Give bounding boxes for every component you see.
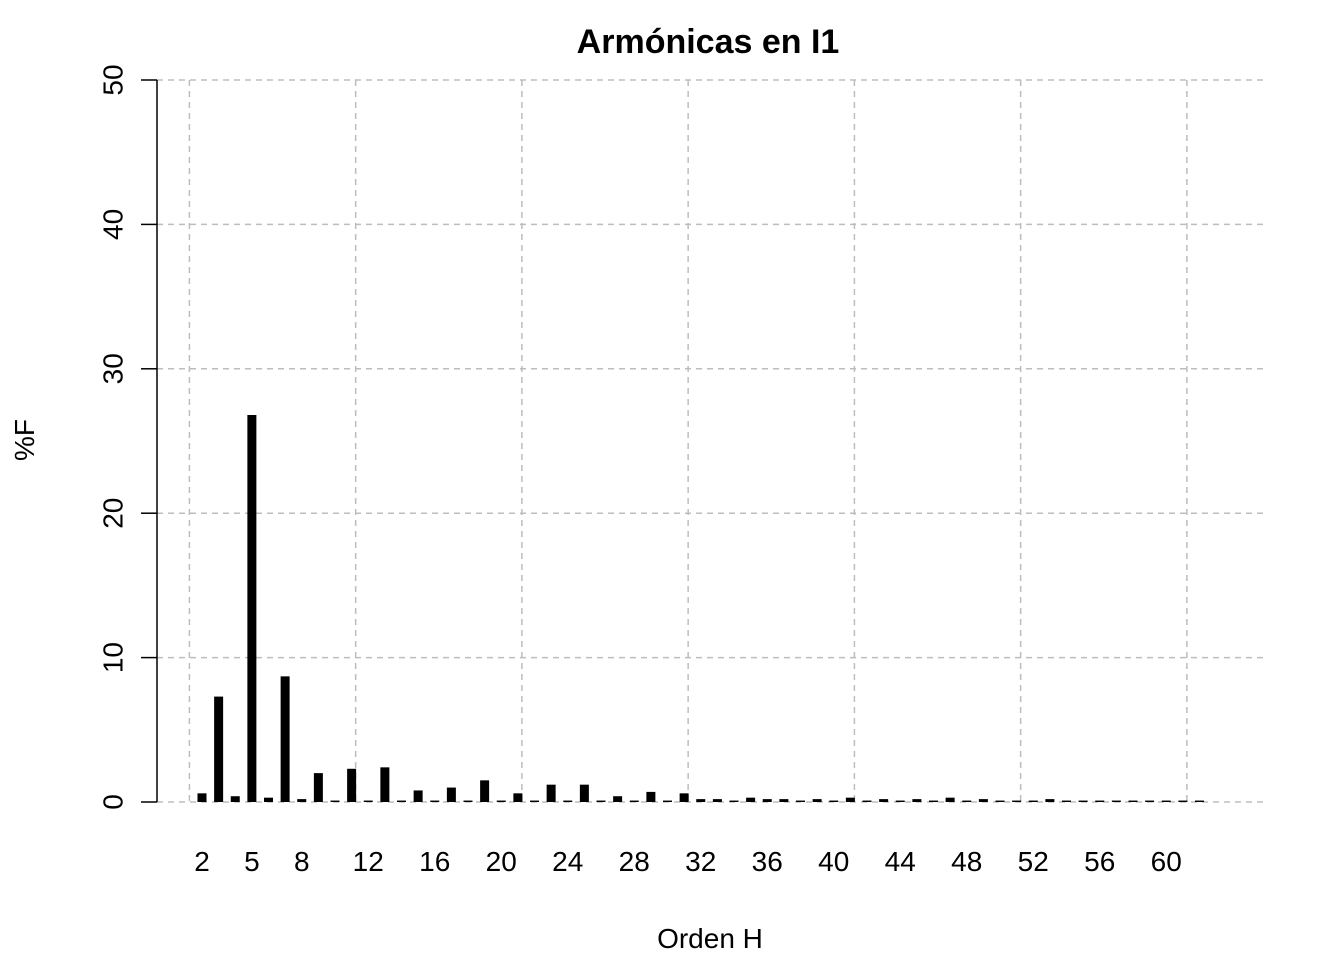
bar-h11 — [347, 768, 357, 802]
bar-h50 — [995, 800, 1005, 802]
bar-h41 — [845, 797, 855, 802]
chart-title: Armónicas en I1 — [577, 23, 840, 61]
y-tick-label-2: 20 — [98, 498, 129, 529]
bar-h7 — [280, 676, 290, 802]
bar-h17 — [446, 787, 456, 802]
bar-h58 — [1128, 800, 1138, 802]
bar-h48 — [962, 800, 972, 802]
bar-h26 — [596, 800, 606, 802]
y-tick-label-3: 30 — [98, 353, 129, 384]
bar-h10 — [330, 800, 340, 802]
bar-h24 — [563, 800, 573, 802]
bar-h49 — [978, 799, 988, 802]
x-tick-label-28: 28 — [619, 846, 650, 877]
bar-h51 — [1012, 800, 1022, 802]
x-tick-label-2: 2 — [194, 846, 210, 877]
bar-h19 — [480, 780, 490, 802]
x-tick-label-12: 12 — [353, 846, 384, 877]
bar-h15 — [413, 790, 423, 802]
x-tick-label-5: 5 — [244, 846, 260, 877]
x-tick-label-32: 32 — [685, 846, 716, 877]
bar-h54 — [1062, 800, 1071, 802]
bar-h33 — [712, 799, 722, 802]
bar-h38 — [796, 800, 805, 802]
bar-h25 — [579, 784, 589, 802]
bar-h4 — [230, 796, 240, 802]
x-axis-ticks: 2 5 8 12 16 20 24 28 32 36 40 44 48 52 56 60 — [194, 846, 1182, 877]
y-axis-label: %F — [9, 419, 40, 461]
x-tick-label-44: 44 — [885, 846, 916, 877]
bar-h43 — [879, 799, 889, 802]
bar-h5 — [247, 415, 257, 802]
grid — [157, 79, 1265, 803]
bar-h28 — [629, 800, 639, 802]
y-tick-label-5: 50 — [98, 64, 129, 95]
bar-h40 — [829, 800, 839, 802]
bar-h3 — [214, 696, 224, 802]
bar-h18 — [463, 800, 473, 802]
bar-h44 — [895, 800, 905, 802]
bar-h59 — [1145, 800, 1155, 802]
bars — [197, 415, 1204, 802]
bar-h62 — [1195, 800, 1204, 802]
bar-h32 — [696, 799, 706, 802]
y-tick-label-4: 40 — [98, 209, 129, 240]
bar-h52 — [1028, 800, 1038, 802]
bar-h35 — [746, 797, 756, 802]
bar-h57 — [1111, 800, 1121, 802]
x-tick-label-52: 52 — [1018, 846, 1049, 877]
x-tick-label-24: 24 — [552, 846, 583, 877]
bar-h39 — [812, 799, 822, 802]
x-tick-label-20: 20 — [486, 846, 517, 877]
y-tick-label-0: 0 — [98, 794, 129, 810]
x-tick-label-40: 40 — [818, 846, 849, 877]
bar-h12 — [363, 800, 373, 802]
bar-h2 — [197, 793, 207, 802]
bar-h23 — [546, 784, 556, 802]
bar-h14 — [397, 800, 406, 802]
bar-h16 — [430, 800, 440, 802]
bar-h8 — [297, 799, 307, 802]
y-tick-label-1: 10 — [98, 642, 129, 673]
bar-h20 — [496, 800, 506, 802]
bar-h47 — [945, 797, 955, 802]
x-tick-label-16: 16 — [419, 846, 450, 877]
bar-h61 — [1178, 800, 1188, 802]
bar-h29 — [646, 791, 656, 802]
x-tick-label-8: 8 — [294, 846, 310, 877]
bar-h37 — [779, 799, 789, 802]
bar-h9 — [313, 773, 323, 802]
x-tick-label-56: 56 — [1084, 846, 1115, 877]
bar-h56 — [1095, 800, 1105, 802]
bar-h6 — [264, 797, 273, 802]
bar-h46 — [929, 800, 938, 802]
bar-h55 — [1078, 800, 1088, 802]
bar-h42 — [862, 800, 872, 802]
bar-h31 — [679, 793, 689, 802]
bar-h30 — [663, 800, 672, 802]
bar-h36 — [762, 799, 772, 802]
x-tick-label-60: 60 — [1151, 846, 1182, 877]
bar-h27 — [613, 796, 623, 802]
bar-h13 — [380, 767, 390, 802]
y-axis: 0 10 20 30 40 50 — [98, 64, 158, 810]
bar-h21 — [513, 793, 523, 802]
bar-h34 — [729, 800, 739, 802]
x-tick-label-48: 48 — [951, 846, 982, 877]
bar-h53 — [1045, 799, 1055, 802]
bar-h22 — [530, 800, 539, 802]
x-axis-label: Orden H — [657, 923, 763, 954]
x-tick-label-36: 36 — [752, 846, 783, 877]
bar-h60 — [1161, 800, 1171, 802]
bar-h45 — [912, 799, 922, 802]
